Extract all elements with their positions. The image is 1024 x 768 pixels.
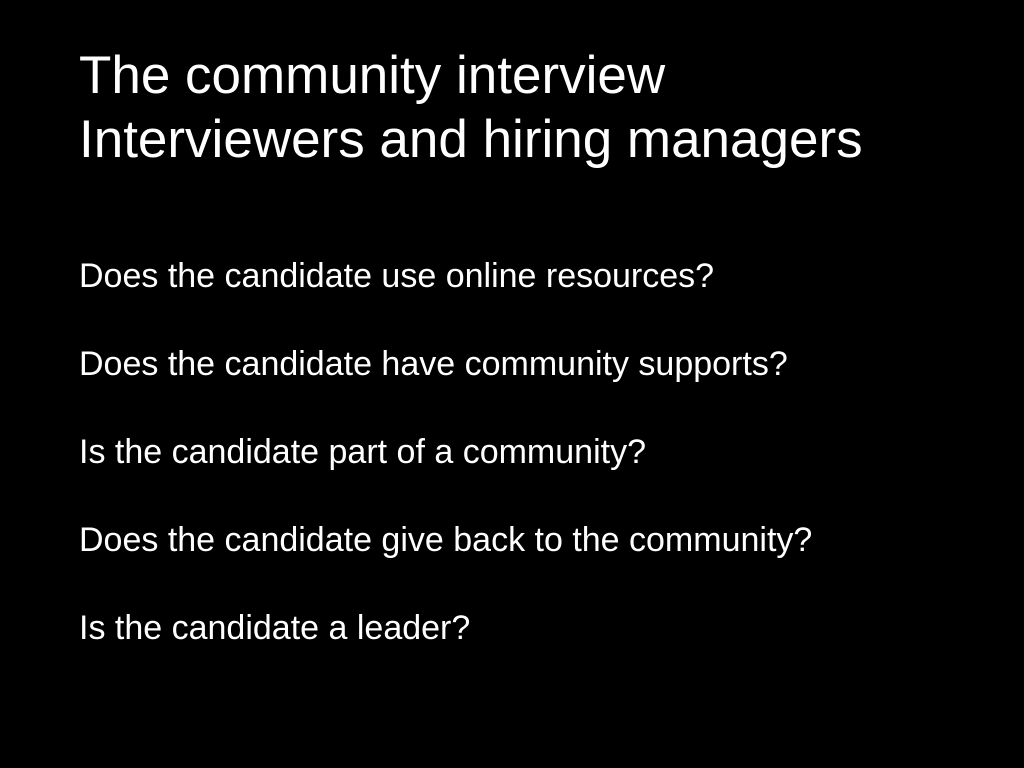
title-line-2: Interviewers and hiring managers: [79, 110, 863, 169]
bullet-item: Does the candidate have community suppor…: [79, 345, 788, 383]
bullet-list: Does the candidate use online resources?…: [79, 256, 979, 696]
bullet-item: Is the candidate part of a community?: [79, 433, 646, 471]
bullet-item: Is the candidate a leader?: [79, 609, 471, 647]
slide-title: The community interview Interviewers and…: [79, 44, 999, 172]
title-line-1: The community interview: [79, 46, 666, 105]
bullet-item: Does the candidate give back to the comm…: [79, 521, 813, 559]
bullet-item: Does the candidate use online resources?: [79, 257, 715, 295]
